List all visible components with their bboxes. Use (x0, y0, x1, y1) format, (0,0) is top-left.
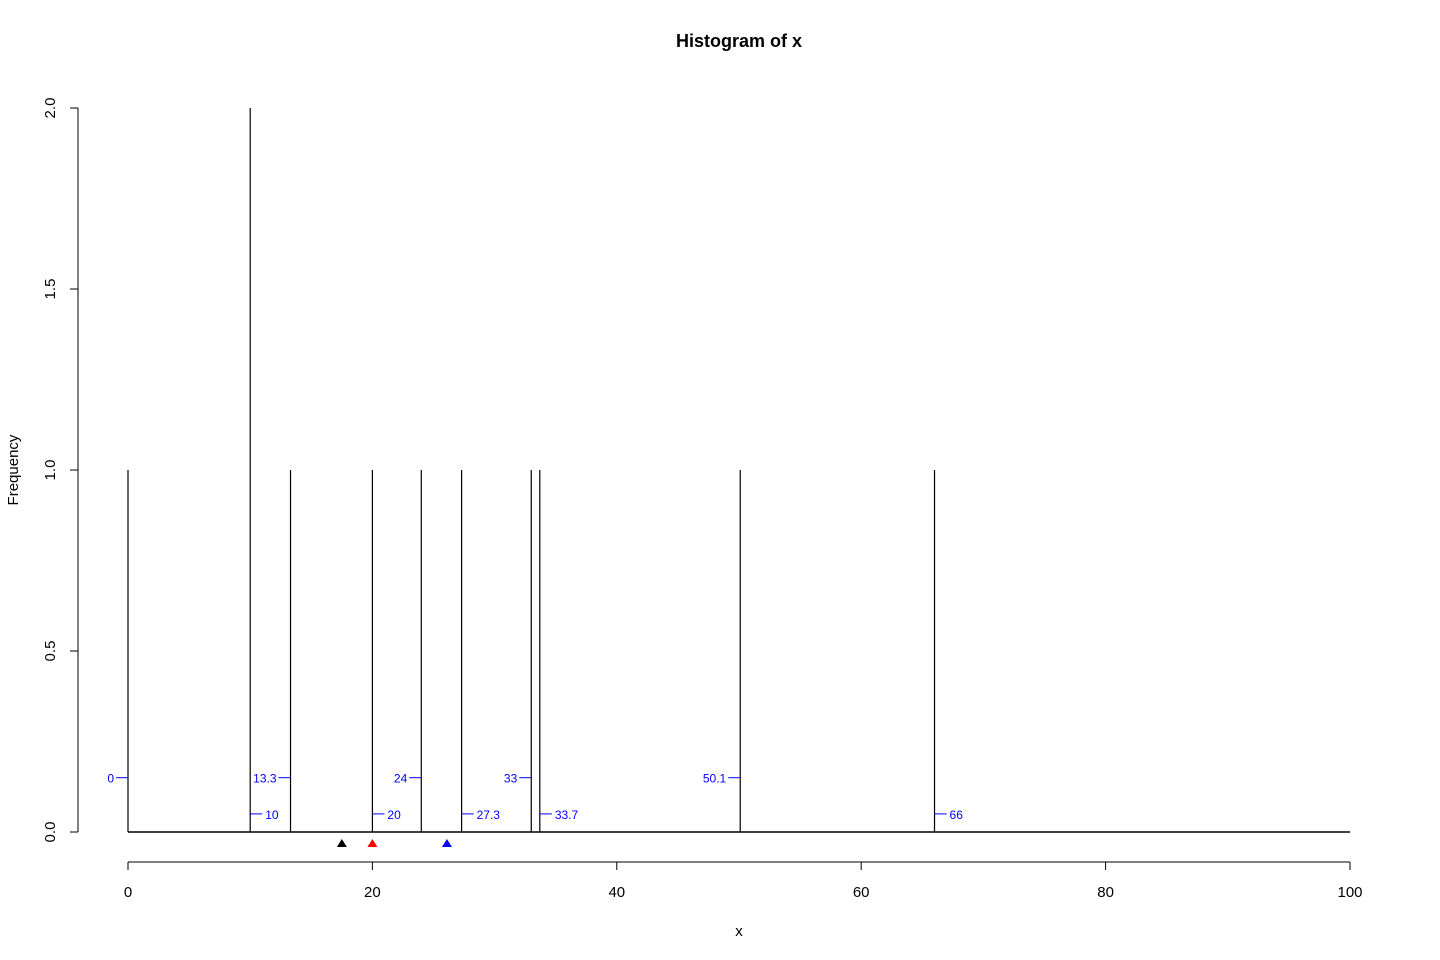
annotation-label: 27.3 (477, 808, 501, 822)
annotation-label: 66 (950, 808, 964, 822)
x-tick-label: 0 (124, 884, 132, 901)
annotation-label: 10 (265, 808, 279, 822)
y-axis-label: Frequency (5, 434, 22, 505)
x-axis-label: x (735, 923, 743, 940)
y-tick-label: 1.5 (42, 279, 59, 300)
y-tick-label: 0.0 (42, 822, 59, 843)
plot-area: 0.0 0.5 1.0 1.5 2.0 0 20 40 60 80 100 0 10 13.3 20 24 27… (42, 98, 1363, 901)
chart-title: Histogram of x (676, 31, 802, 51)
annotation-label: 13.3 (253, 772, 277, 786)
y-tick-label: 2.0 (42, 98, 59, 119)
annotation-label: 50.1 (703, 772, 727, 786)
x-tick-label: 80 (1097, 884, 1114, 901)
red-triangle-marker (367, 839, 378, 847)
x-tick-label: 60 (853, 884, 870, 901)
y-tick-label: 1.0 (42, 460, 59, 481)
annotation-label: 33 (504, 772, 518, 786)
x-tick-label: 100 (1337, 884, 1362, 901)
annotation-label: 20 (387, 808, 401, 822)
annotation-label: 33.7 (555, 808, 579, 822)
y-tick-label: 0.5 (42, 641, 59, 662)
annotation-label: 24 (394, 772, 408, 786)
blue-triangle-marker (441, 839, 452, 847)
x-tick-label: 40 (608, 884, 625, 901)
black-triangle-marker (336, 839, 347, 847)
x-tick-label: 20 (364, 884, 381, 901)
annotation-label: 0 (107, 772, 114, 786)
